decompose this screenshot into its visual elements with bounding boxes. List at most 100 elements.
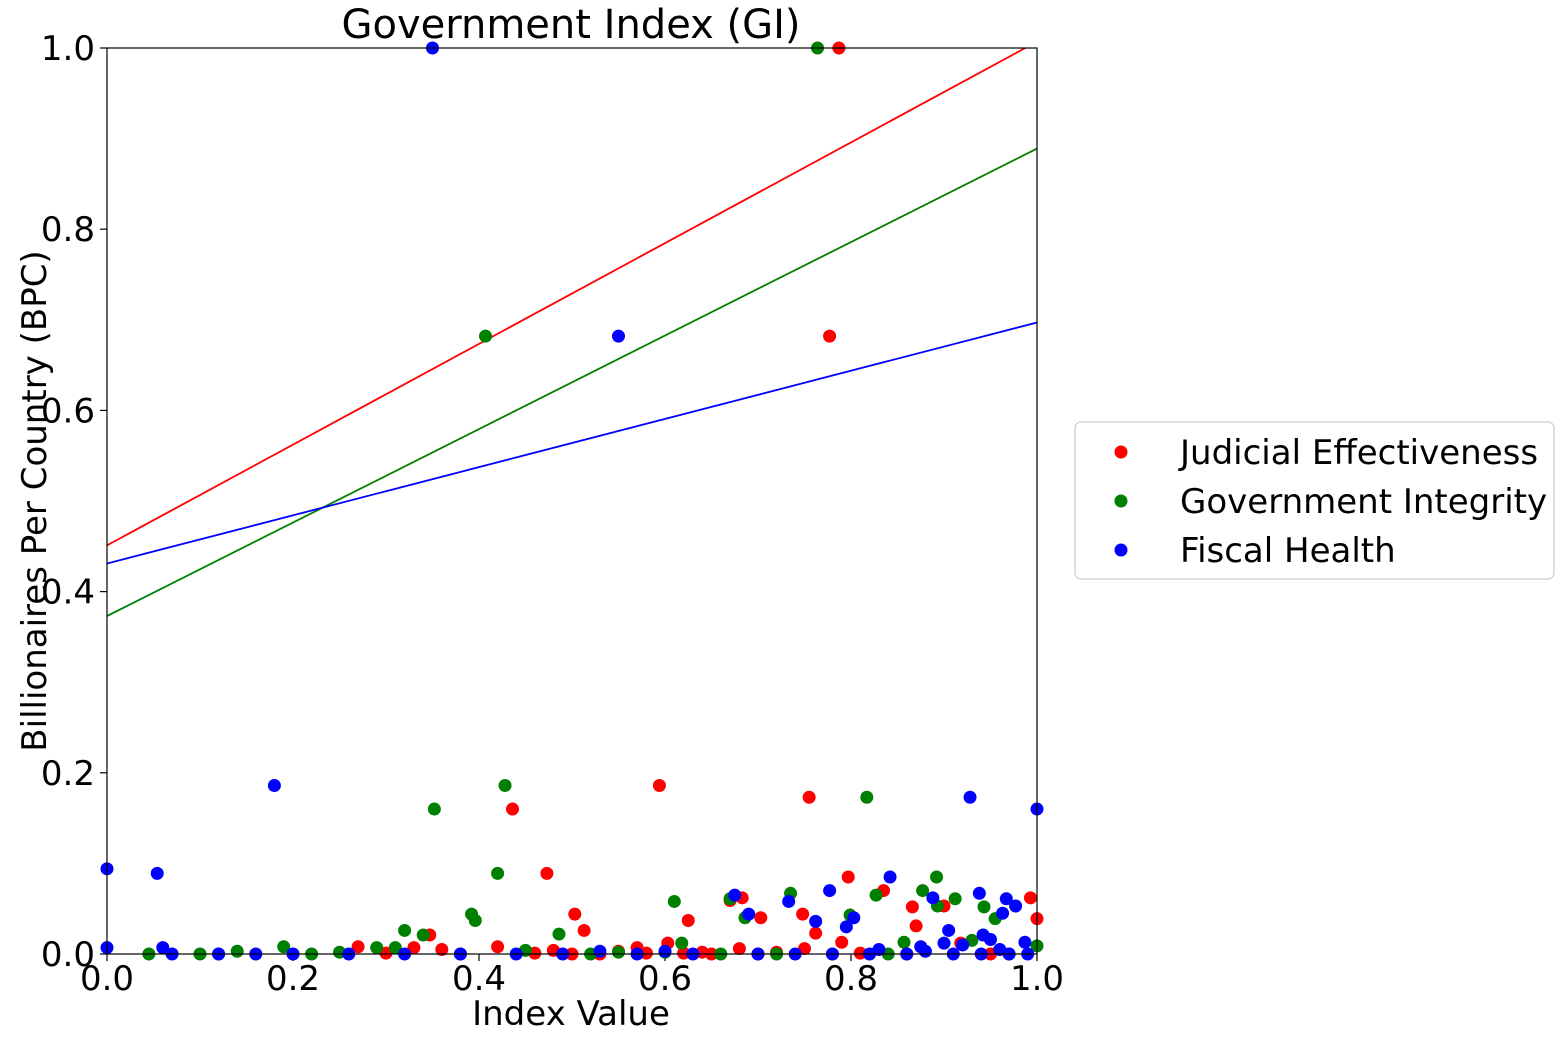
- point-government-integrity: [612, 945, 625, 959]
- point-government-integrity: [916, 884, 930, 898]
- point-fiscal-health: [984, 933, 997, 947]
- point-government-integrity: [930, 870, 944, 884]
- plot-frame: [106, 47, 1038, 955]
- point-fiscal-health: [847, 911, 861, 925]
- point-judicial-effectiveness: [802, 790, 816, 804]
- point-judicial-effectiveness: [905, 900, 919, 914]
- point-fiscal-health: [742, 907, 756, 921]
- point-fiscal-health: [996, 906, 1010, 920]
- y-tick-label: 0.2: [41, 754, 95, 794]
- point-fiscal-health: [937, 936, 951, 950]
- legend-box: [1074, 421, 1555, 580]
- legend-marker: [1114, 445, 1128, 459]
- point-government-integrity: [860, 790, 874, 804]
- point-government-integrity: [897, 935, 911, 949]
- point-government-integrity: [398, 923, 412, 937]
- legend-label: Judicial Effectiveness: [1178, 433, 1538, 473]
- point-fiscal-health: [612, 329, 625, 343]
- legend: Judicial Effectiveness Government Integri…: [1074, 421, 1555, 580]
- point-government-integrity: [948, 892, 962, 906]
- legend-marker: [1114, 543, 1128, 557]
- point-government-integrity: [479, 329, 493, 343]
- point-fiscal-health: [918, 944, 932, 958]
- trend-line-government-integrity: [107, 147, 1037, 617]
- point-judicial-effectiveness: [909, 919, 923, 933]
- point-judicial-effectiveness: [796, 907, 810, 921]
- point-fiscal-health: [150, 866, 164, 880]
- point-fiscal-health: [823, 884, 837, 898]
- trend-line-judicial-effectiveness: [107, 48, 1028, 547]
- point-fiscal-health: [942, 923, 956, 937]
- point-judicial-effectiveness: [841, 870, 855, 884]
- point-fiscal-health: [926, 891, 940, 905]
- point-fiscal-health: [782, 894, 796, 908]
- point-fiscal-health: [883, 870, 897, 884]
- point-judicial-effectiveness: [577, 923, 591, 937]
- point-judicial-effectiveness: [835, 935, 849, 949]
- point-government-integrity: [491, 866, 505, 880]
- point-fiscal-health: [1018, 935, 1032, 949]
- y-tick-label: 0.6: [41, 391, 95, 431]
- trend-lines: [107, 48, 1037, 617]
- legend-label: Government Integrity: [1180, 482, 1547, 522]
- point-fiscal-health: [972, 886, 986, 900]
- point-government-integrity: [370, 941, 384, 955]
- point-judicial-effectiveness: [540, 866, 554, 880]
- point-judicial-effectiveness: [732, 942, 746, 956]
- x-tick-label: 0.4: [452, 959, 506, 999]
- point-fiscal-health: [999, 892, 1013, 906]
- legend-marker: [1114, 494, 1128, 508]
- point-fiscal-health: [839, 920, 853, 934]
- point-fiscal-health: [267, 778, 281, 792]
- x-axis-label: Index Value: [472, 994, 670, 1034]
- point-judicial-effectiveness: [652, 778, 666, 792]
- point-judicial-effectiveness: [1023, 891, 1037, 905]
- x-tick-label: 0.6: [638, 959, 692, 999]
- point-judicial-effectiveness: [809, 926, 823, 940]
- chart-title: Government Index (GI): [341, 2, 800, 48]
- point-judicial-effectiveness: [823, 329, 837, 343]
- x-tick-label: 1.0: [1010, 959, 1064, 999]
- point-fiscal-health: [963, 790, 977, 804]
- x-tick-label: 0.0: [80, 959, 134, 999]
- point-government-integrity: [552, 927, 566, 941]
- point-fiscal-health: [1009, 899, 1023, 913]
- x-tick-label: 0.2: [266, 959, 320, 999]
- x-tick-label: 0.8: [824, 959, 878, 999]
- point-judicial-effectiveness: [351, 940, 365, 954]
- point-judicial-effectiveness: [681, 913, 695, 927]
- point-fiscal-health: [956, 938, 970, 952]
- point-fiscal-health: [658, 944, 672, 958]
- point-judicial-effectiveness: [407, 941, 421, 955]
- point-government-integrity: [869, 888, 883, 902]
- point-government-integrity: [498, 778, 512, 792]
- y-axis-label: Billionaires Per Country (BPC): [15, 250, 55, 751]
- point-fiscal-health: [593, 944, 607, 958]
- y-tick-label: 0.8: [41, 210, 95, 250]
- point-government-integrity: [468, 913, 482, 927]
- x-axis-ticks: 0.0 0.2 0.4 0.6 0.8 1.0: [80, 954, 1064, 999]
- point-fiscal-health: [156, 941, 170, 955]
- y-tick-label: 0.0: [41, 935, 95, 975]
- point-government-integrity: [667, 894, 681, 908]
- point-fiscal-health: [728, 888, 742, 902]
- y-tick-label: 0.4: [41, 573, 95, 613]
- y-tick-label: 1.0: [41, 29, 95, 69]
- point-government-integrity: [675, 936, 689, 950]
- point-fiscal-health: [809, 914, 823, 928]
- point-government-integrity: [977, 900, 991, 914]
- y-axis-ticks: 0.0 0.2 0.4 0.6 0.8 1.0: [41, 29, 107, 975]
- point-government-integrity: [277, 940, 291, 954]
- point-judicial-effectiveness: [568, 907, 582, 921]
- point-government-integrity: [416, 928, 430, 942]
- point-government-integrity: [427, 802, 441, 816]
- point-government-integrity: [388, 941, 402, 955]
- point-government-integrity: [230, 944, 244, 958]
- trend-line-fiscal-health: [107, 321, 1037, 565]
- point-judicial-effectiveness: [435, 942, 449, 956]
- legend-label: Fiscal Health: [1180, 531, 1396, 571]
- point-judicial-effectiveness: [754, 911, 768, 925]
- data-points: [100, 41, 1044, 961]
- point-judicial-effectiveness: [505, 802, 519, 816]
